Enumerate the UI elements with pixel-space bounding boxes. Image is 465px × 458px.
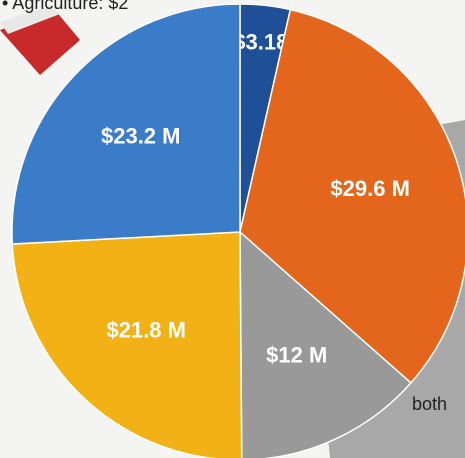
pie-slice (239, 230, 412, 458)
slice-label: $23.2 M (101, 124, 181, 149)
pie-slice (239, 8, 465, 384)
annotation: • Agriculture: $2 (2, 0, 128, 13)
annotation: both (412, 394, 447, 414)
pie: $3.18 M$29.6 M$12 M$21.8 M$23.2 M (11, 3, 465, 458)
slice-label: $12 M (266, 342, 327, 367)
pie-slice (11, 231, 243, 458)
pie-slice (11, 3, 241, 245)
slice-label: $21.8 M (106, 317, 186, 342)
slice-label: $29.6 M (330, 176, 410, 201)
ribbon-edge (0, 6, 60, 34)
